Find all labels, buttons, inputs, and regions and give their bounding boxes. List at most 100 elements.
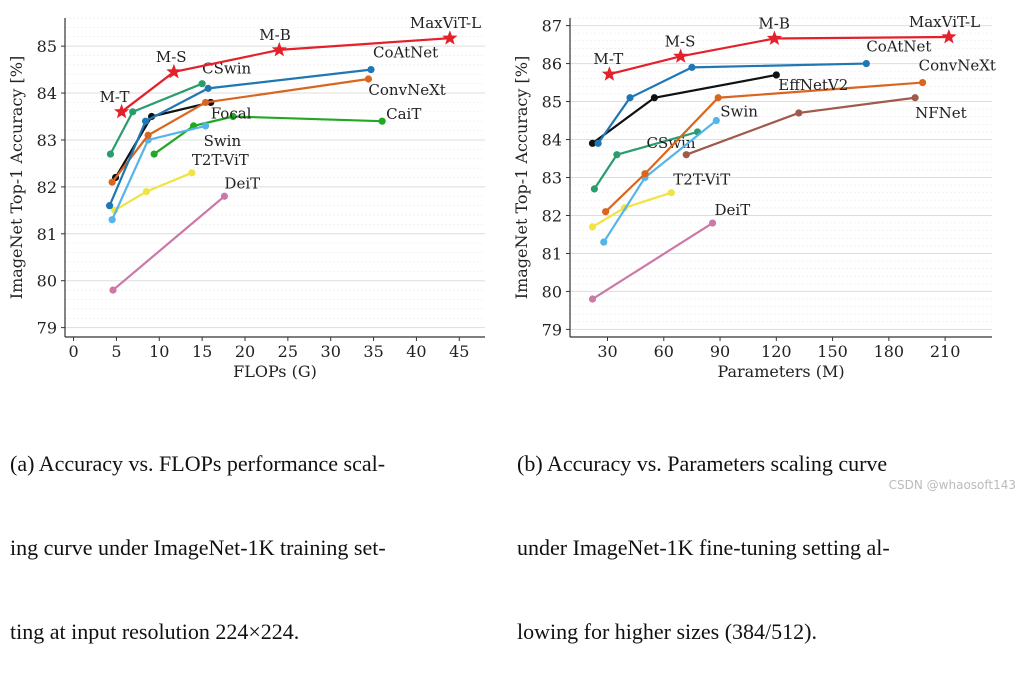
- x-tick-label: 90: [710, 342, 730, 361]
- y-tick-label: 82: [542, 206, 562, 225]
- data-point: [600, 238, 608, 246]
- x-tick-label: 20: [235, 342, 255, 361]
- y-tick-label: 79: [542, 320, 562, 339]
- caption-a-line: ing curve under ImageNet-1K training set…: [10, 535, 386, 560]
- series-line: [153, 115, 383, 155]
- series-line: [108, 68, 372, 207]
- data-point: [602, 208, 610, 216]
- caption-a-line: ting at input resolution 224×224.: [10, 619, 300, 644]
- y-tick-label: 85: [37, 37, 57, 56]
- data-point: [367, 66, 375, 74]
- data-point: [626, 94, 634, 102]
- series-label: CoAtNet: [373, 44, 438, 62]
- series-nfnet: NFNet: [682, 94, 967, 159]
- data-point: [129, 108, 137, 116]
- series-swin: Swin: [600, 103, 758, 246]
- x-tick-label: 60: [654, 342, 674, 361]
- y-tick-label: 81: [542, 244, 562, 263]
- y-axis-label: ImageNet Top-1 Accuracy [%]: [7, 56, 26, 299]
- caption-b-line: under ImageNet-1K fine-tuning setting al…: [517, 535, 890, 560]
- series-maxvit: M-T M-S M-B MaxViT-L: [100, 14, 481, 119]
- series-convnext: ConvNeXt: [602, 57, 996, 216]
- series-label: CSwin: [202, 60, 251, 78]
- series-label: DeiT: [715, 201, 751, 219]
- data-point: [714, 94, 722, 102]
- x-tick-label: 25: [278, 342, 298, 361]
- series-line: [604, 81, 923, 213]
- y-tick-label: 82: [37, 178, 57, 197]
- y-tick-label: 85: [542, 93, 562, 112]
- data-point: [204, 84, 212, 92]
- data-point: [712, 116, 720, 125]
- series-label: Swin: [720, 103, 758, 121]
- data-point-star: [601, 66, 617, 81]
- chart-flops: 79 80 81 82 83 84 85 0 5 10 15 20 25 30 35 40 45 FLOPs (G…: [7, 14, 485, 380]
- series-label: EffNetV2: [778, 76, 848, 94]
- data-point: [772, 71, 780, 79]
- y-tick-label: 84: [37, 84, 57, 103]
- data-point: [144, 131, 152, 139]
- point-label: M-B: [259, 26, 290, 44]
- x-axis-label: Parameters (M): [717, 362, 844, 380]
- data-point-star: [673, 48, 689, 63]
- data-point: [150, 150, 158, 158]
- data-point-star: [442, 30, 458, 45]
- point-label: MaxViT-L: [909, 13, 980, 31]
- data-point: [229, 112, 237, 121]
- x-tick-label: 15: [192, 342, 212, 361]
- y-tick-label: 79: [37, 319, 57, 338]
- y-tick-label: 83: [542, 169, 562, 188]
- data-point: [106, 150, 115, 158]
- data-point: [911, 94, 919, 102]
- x-tick-label: 10: [149, 342, 169, 361]
- series-line: [609, 35, 949, 76]
- x-tick-label: 0: [68, 342, 78, 361]
- x-tick-label: 120: [761, 342, 792, 361]
- data-point: [688, 63, 696, 71]
- data-point: [201, 122, 210, 130]
- data-point-star: [166, 63, 182, 79]
- caption-b: (b) Accuracy vs. Parameters scaling curv…: [517, 394, 890, 674]
- data-point: [588, 223, 597, 231]
- watermark: CSDN @whaosoft143: [888, 478, 1016, 492]
- series-line: [597, 62, 867, 144]
- series-line: [112, 195, 226, 291]
- data-point: [588, 295, 597, 303]
- series-line: [120, 37, 450, 113]
- y-axis-label: ImageNet Top-1 Accuracy [%]: [512, 56, 531, 299]
- x-tick-label: 30: [597, 342, 617, 361]
- series-label: ConvNeXt: [919, 57, 996, 75]
- x-tick-label: 180: [874, 342, 905, 361]
- series-maxvit: M-T M-S M-B MaxViT-L: [593, 13, 980, 81]
- caption-b-line: (b) Accuracy vs. Parameters scaling curv…: [517, 451, 888, 476]
- figure: 79 80 81 82 83 84 85 0 5 10 15 20 25 30 35 40 45 FLOPs (G…: [7, 13, 996, 380]
- x-tick-label: 35: [363, 342, 383, 361]
- series-deit: DeiT: [588, 201, 751, 303]
- data-point: [590, 185, 598, 193]
- data-point: [142, 187, 151, 196]
- data-point: [795, 109, 803, 117]
- data-point: [613, 151, 621, 159]
- y-tick-label: 80: [542, 282, 562, 301]
- data-point: [108, 178, 116, 186]
- series-label: CaiT: [386, 105, 421, 123]
- series-deit: DeiT: [109, 174, 260, 294]
- series-cait: CaiT: [150, 105, 421, 158]
- point-label: M-T: [593, 50, 623, 68]
- caption-a: (a) Accuracy vs. FLOPs performance scal-…: [10, 394, 386, 674]
- point-label: M-B: [758, 15, 789, 33]
- x-axis-label: FLOPs (G): [233, 362, 317, 380]
- data-point-star: [114, 103, 130, 119]
- data-point-star: [271, 41, 287, 57]
- data-point: [188, 169, 196, 177]
- data-point: [220, 192, 229, 200]
- y-tick-label: 86: [542, 55, 562, 74]
- point-label: M-T: [100, 88, 130, 106]
- series-label: ConvNeXt: [368, 81, 445, 99]
- series-label: Swin: [204, 132, 242, 150]
- y-tick-label: 84: [542, 131, 562, 150]
- data-point: [109, 286, 117, 294]
- y-tick-label: 87: [542, 17, 562, 36]
- series-label: Focal: [211, 104, 252, 122]
- data-point: [364, 75, 373, 83]
